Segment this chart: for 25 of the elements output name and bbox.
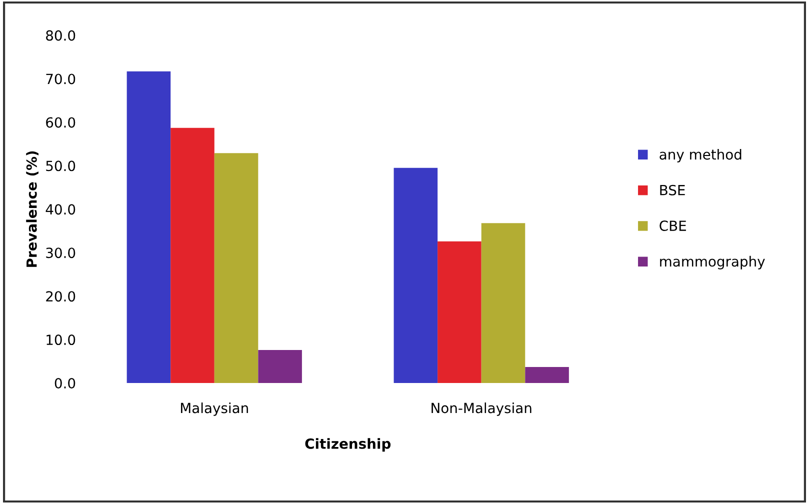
bar: [481, 223, 526, 384]
bar: [126, 71, 171, 384]
y-tick-label: 20.0: [46, 291, 76, 302]
y-tick-label: 10.0: [46, 334, 76, 346]
bar: [438, 241, 482, 384]
bar: [214, 153, 258, 384]
bar: [170, 128, 214, 384]
x-tick-label: Non-Malaysian: [432, 402, 532, 416]
legend-label: mammography: [660, 256, 765, 270]
y-tick-label: 70.0: [46, 74, 76, 84]
legend-label: BSE: [660, 184, 685, 196]
x-tick-label: Malaysian: [181, 402, 248, 416]
bar: [525, 366, 569, 384]
legend-label: any method: [660, 148, 742, 162]
y-tick-label: 80.0: [46, 30, 76, 41]
y-axis-title: Prevalence (%): [26, 151, 38, 267]
y-tick-label: 50.0: [46, 160, 76, 172]
y-tick-label: 30.0: [46, 248, 76, 258]
y-tick-label: 60.0: [46, 117, 76, 128]
bar: [394, 168, 438, 384]
legend-label: CBE: [660, 220, 686, 232]
y-tick-label: 0.0: [54, 378, 76, 389]
y-tick-label: 40.0: [46, 204, 76, 215]
x-axis-title: Citizenship: [305, 438, 391, 452]
bar: [258, 350, 302, 384]
